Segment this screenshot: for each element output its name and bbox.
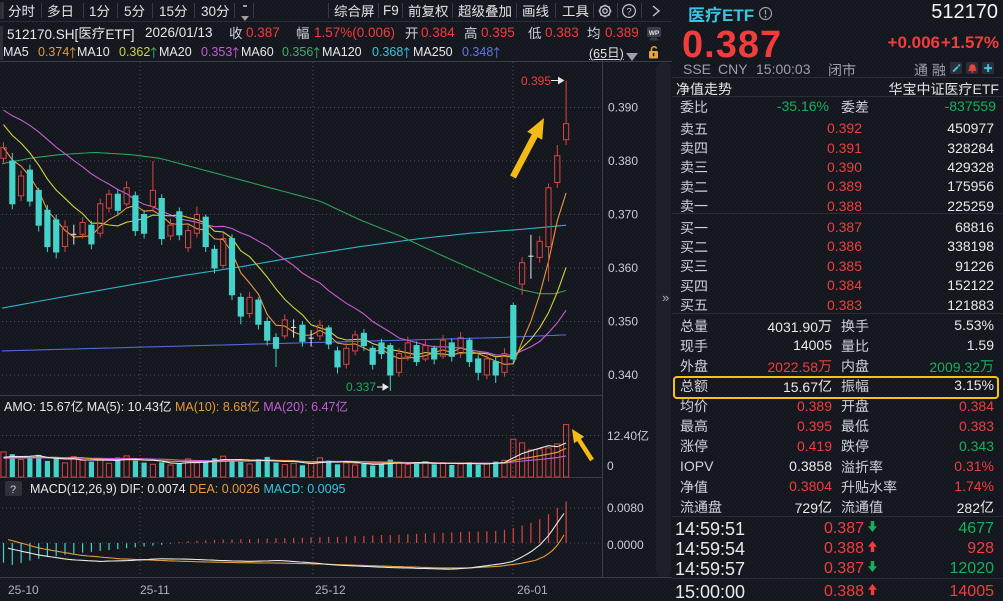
svg-text:0.0080: 0.0080 <box>607 501 644 515</box>
svg-text:0.337: 0.337 <box>346 380 376 394</box>
svg-text:0.350: 0.350 <box>608 315 638 329</box>
svg-text:0.370: 0.370 <box>608 208 638 222</box>
svg-text:?: ? <box>10 484 16 496</box>
svg-text:WP: WP <box>649 30 660 37</box>
svg-text:25-11: 25-11 <box>140 583 170 597</box>
svg-text:MACD(12,26,9) DIF: 0.0074 DE: MACD(12,26,9) DIF: 0.0074 DEA: 0.0026 MA… <box>30 482 346 496</box>
svg-text:AMO: 15.67亿 MA(5): 10.43亿 MA: AMO: 15.67亿 MA(5): 10.43亿 MA(10): 8.68亿 … <box>4 396 348 415</box>
svg-text:0.360: 0.360 <box>608 261 638 275</box>
svg-text:25-10: 25-10 <box>8 583 39 597</box>
svg-text:?: ? <box>626 7 631 18</box>
svg-text:0: 0 <box>607 459 614 473</box>
svg-text:0.340: 0.340 <box>608 368 638 382</box>
svg-text:12.40亿: 12.40亿 <box>607 427 649 444</box>
svg-text:0.380: 0.380 <box>608 154 638 168</box>
svg-text:0.0000: 0.0000 <box>607 538 644 552</box>
svg-text:0.390: 0.390 <box>608 101 638 115</box>
svg-text:0.395: 0.395 <box>521 74 551 88</box>
svg-text:25-12: 25-12 <box>315 583 346 597</box>
svg-text:26-01: 26-01 <box>517 583 548 597</box>
